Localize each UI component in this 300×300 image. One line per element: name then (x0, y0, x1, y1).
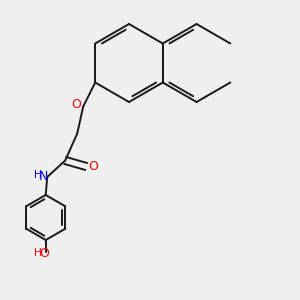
Text: O: O (39, 247, 49, 260)
Text: N: N (38, 170, 48, 184)
Text: O: O (88, 160, 98, 173)
Text: H: H (34, 248, 42, 259)
Text: H: H (34, 170, 42, 181)
Text: O: O (71, 98, 81, 112)
